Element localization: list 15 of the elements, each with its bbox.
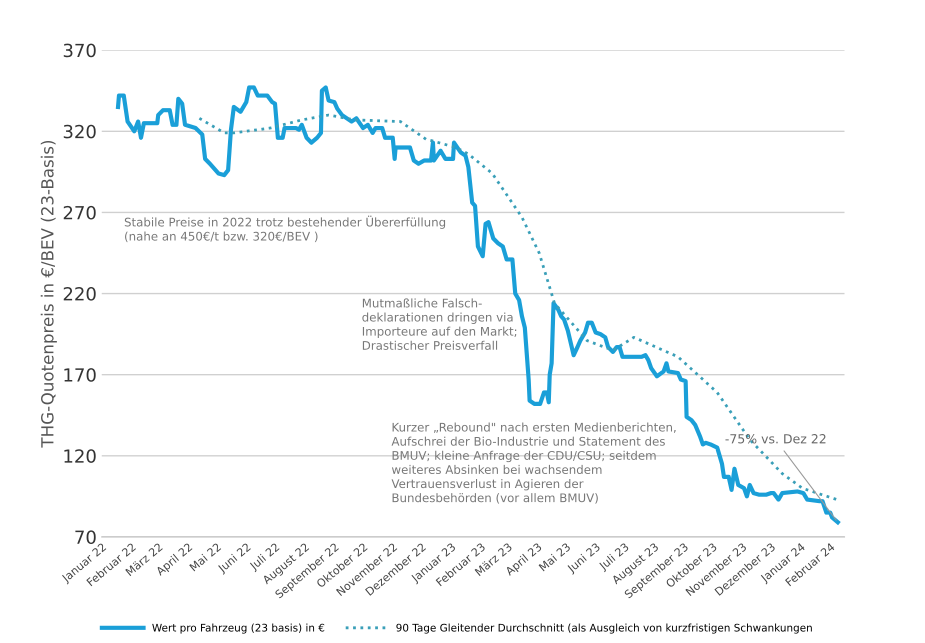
y-tick-label: 170: [64, 368, 96, 382]
y-tick-label: 70: [75, 530, 96, 544]
annotation: -75% vs. Dez 22: [725, 434, 826, 444]
y-tick-label: 220: [64, 286, 96, 301]
legend-label: 90 Tage Gleitender Durchschnitt (als Ausgleich von kurzfristigen Schwankungen: [396, 624, 812, 634]
y-tick-label: 320: [64, 124, 96, 138]
legend-label: Wert pro Fahrzeug (23 basis) in €: [152, 624, 324, 634]
annotation: Stabile Preise in 2022 trotz bestehender Übererfüllung (nahe an 450€/t bzw. 320€/BEV ): [124, 216, 446, 242]
y-tick-label: 120: [64, 449, 96, 463]
y-tick-label: 270: [64, 206, 96, 220]
y-axis-title: THG-Quotenpreis in €/BEV (23-Basis): [40, 140, 57, 448]
annotation: Mutmaßliche Falsch- deklarationen dringen via Importeure auf den Markt; Drastischer Preisverfall: [362, 298, 516, 350]
annotation: Kurzer „Rebound" nach ersten Medienberichten, Aufschrei der Bio-Industrie und Statement des BMUV; kleine Anfrage der CDU/CSU; seitdem weiteres Absinken bei wachsendem Vertrauensverlust in Agieren der Bundesbehörden (vor allem BMUV): [392, 422, 676, 504]
line-series: [116, 85, 840, 524]
y-tick-label: 370: [64, 44, 96, 58]
